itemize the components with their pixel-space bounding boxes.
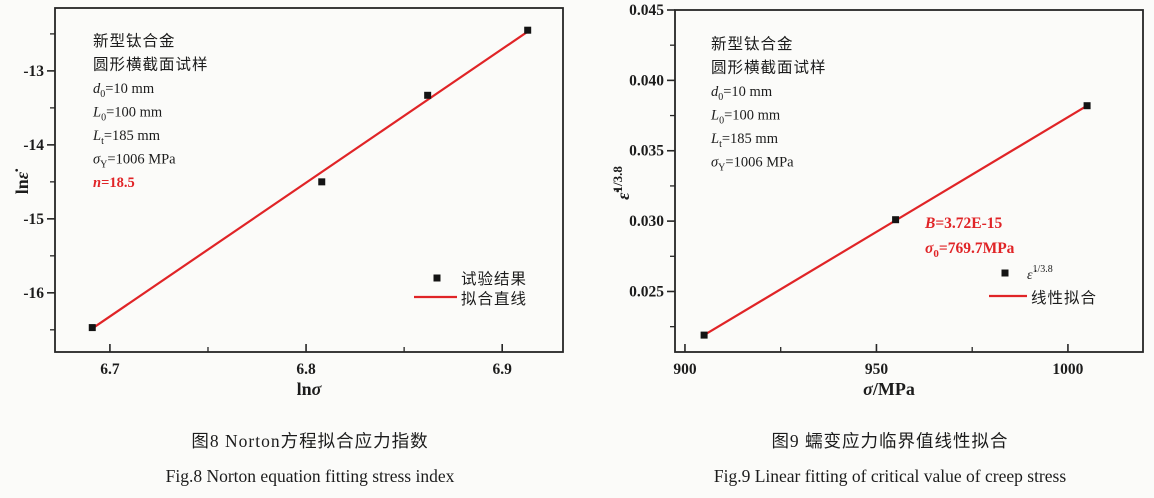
data-point bbox=[892, 216, 900, 224]
fit-result-annotation: B=3.72E-15 σ0=769.7MPa bbox=[924, 215, 1015, 260]
x-axis-label: σ/MPa bbox=[863, 379, 915, 399]
legend-marker-swatch bbox=[1001, 269, 1009, 277]
data-point bbox=[1083, 102, 1091, 110]
info-line: Lt=185 mm bbox=[710, 131, 779, 150]
info-line: 新型钛合金 bbox=[93, 32, 176, 50]
y-axis: -13 -14 -15 -16 bbox=[23, 33, 55, 331]
info-line: d0=10 mm bbox=[711, 84, 773, 103]
creep-stress-fit-chart: 900 950 1000 0.045 0.040 0.035 0.030 0.025 σ/MPa… bbox=[610, 2, 1144, 399]
info-line: L0=100 mm bbox=[710, 108, 781, 127]
legend-label: 线性拟合 bbox=[1031, 289, 1097, 307]
data-point bbox=[424, 91, 432, 99]
norton-fit-chart: 6.7 6.8 6.9 -13 -14 -15 -16 lnσ lnε̇ 新型钛合金圆形横截面试样… bbox=[12, 7, 564, 399]
info-line: d0=10 mm bbox=[93, 81, 155, 100]
data-point bbox=[88, 324, 96, 332]
plot-frame bbox=[54, 7, 564, 353]
y-axis: 0.045 0.040 0.035 0.030 0.025 bbox=[629, 2, 675, 328]
legend-label: 试验结果 bbox=[461, 270, 527, 288]
figure9-caption-cn: 图9 蠕变应力临界值线性拟合 bbox=[771, 431, 1009, 451]
y-tick-label: -13 bbox=[23, 63, 44, 80]
legend: ε̇1/3.8 线性拟合 bbox=[989, 264, 1097, 307]
y-tick-label: 0.040 bbox=[629, 72, 664, 89]
y-axis-label: lnε̇ bbox=[12, 169, 32, 194]
legend-marker-swatch bbox=[433, 274, 441, 282]
fit-result-line: B=3.72E-15 bbox=[924, 215, 1003, 232]
y-tick-label: 0.035 bbox=[629, 143, 664, 160]
legend-label: ε̇1/3.8 bbox=[1027, 264, 1053, 283]
x-tick-label: 6.9 bbox=[493, 361, 513, 378]
y-tick-label: -15 bbox=[23, 211, 44, 228]
info-line: n=18.5 bbox=[93, 175, 135, 191]
data-points bbox=[88, 26, 532, 332]
x-tick-label: 1000 bbox=[1052, 361, 1083, 378]
info-line: 圆形横截面试样 bbox=[93, 56, 209, 74]
y-axis-label: ε̇1/3.8 bbox=[610, 166, 633, 200]
y-tick-label: 0.045 bbox=[629, 2, 664, 19]
plot-frame bbox=[674, 9, 1144, 353]
info-line: L0=100 mm bbox=[92, 105, 163, 124]
fit-line bbox=[89, 30, 530, 331]
y-tick-label: -16 bbox=[23, 285, 44, 302]
info-line: 新型钛合金 bbox=[711, 35, 794, 53]
x-tick-label: 6.7 bbox=[100, 361, 120, 378]
data-point bbox=[524, 26, 532, 34]
data-point bbox=[700, 331, 708, 339]
x-axis: 6.7 6.8 6.9 bbox=[100, 344, 512, 378]
info-line: σY=1006 MPa bbox=[93, 152, 176, 171]
x-tick-label: 950 bbox=[865, 361, 889, 378]
x-tick-label: 900 bbox=[673, 361, 697, 378]
figure8-caption-en: Fig.8 Norton equation fitting stress ind… bbox=[165, 466, 455, 486]
info-line: 圆形横截面试样 bbox=[711, 59, 827, 77]
x-axis: 900 950 1000 bbox=[673, 344, 1084, 378]
fit-result-line: σ0=769.7MPa bbox=[925, 240, 1015, 260]
y-tick-label: 0.025 bbox=[629, 283, 664, 300]
legend-label: 拟合直线 bbox=[461, 290, 527, 308]
info-line: σY=1006 MPa bbox=[711, 155, 794, 174]
y-tick-label: 0.030 bbox=[629, 213, 664, 230]
figure8-caption-cn: 图8 Norton方程拟合应力指数 bbox=[191, 431, 429, 451]
info-line: Lt=185 mm bbox=[92, 128, 161, 147]
x-tick-label: 6.8 bbox=[296, 361, 316, 378]
x-axis-label: lnσ bbox=[297, 379, 323, 399]
y-tick-label: -14 bbox=[23, 137, 44, 154]
data-point bbox=[318, 178, 326, 186]
figure9-caption-en: Fig.9 Linear fitting of critical value o… bbox=[713, 466, 1067, 486]
data-points bbox=[700, 102, 1091, 339]
